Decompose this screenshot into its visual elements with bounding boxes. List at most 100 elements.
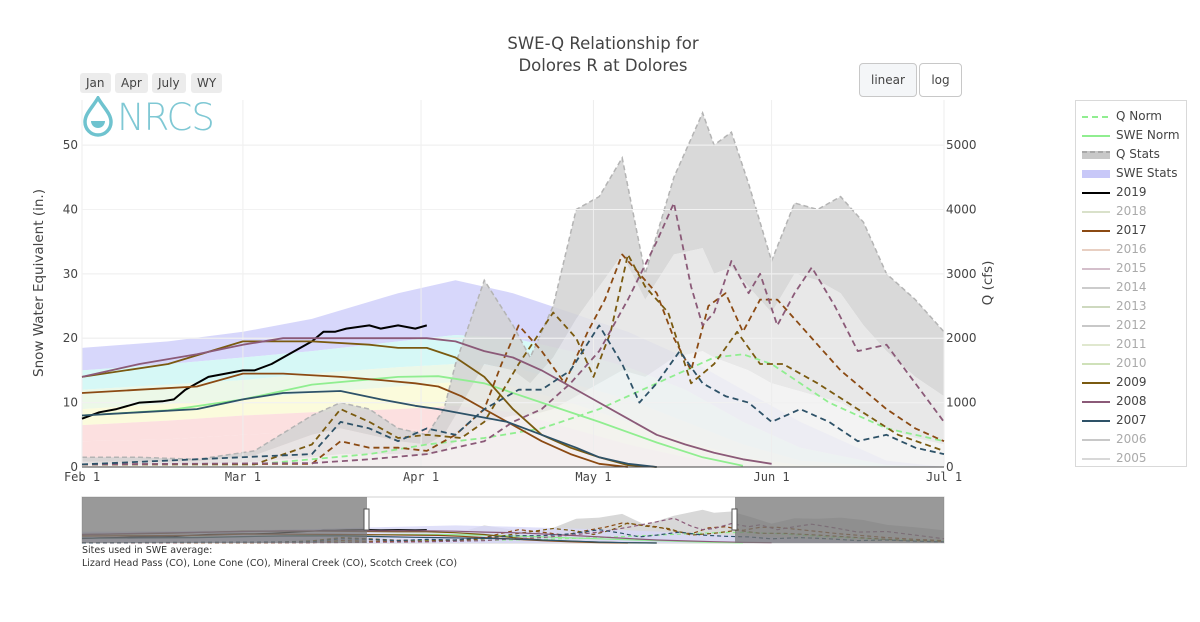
legend-item-q-stats[interactable]: Q Stats xyxy=(1076,145,1186,164)
chart-title-line1: SWE-Q Relationship for xyxy=(507,34,699,53)
legend-label: 2008 xyxy=(1116,394,1147,408)
q-stats-band-upper xyxy=(82,112,944,462)
legend-label: 2014 xyxy=(1116,280,1147,294)
legend-item-2009[interactable]: 2009 xyxy=(1076,373,1186,392)
axes: Feb 1 Mar 1 Apr 1 May 1 Jun 1 Jul 10102030405… xyxy=(31,138,996,484)
swe-stats-band-0 xyxy=(82,280,944,467)
legend-symbol xyxy=(1082,268,1110,270)
legend-item-2019[interactable]: 2019 xyxy=(1076,183,1186,202)
legend-item-2010[interactable]: 2010 xyxy=(1076,354,1186,373)
x-tick-label-0: Feb 1 xyxy=(64,470,100,484)
legend-label: 2011 xyxy=(1116,337,1147,351)
nrcs-logo-text: NRCS xyxy=(117,96,215,139)
legend-symbol xyxy=(1082,151,1110,159)
range-slider-handle-right[interactable] xyxy=(731,508,738,531)
y-tick-label-0: 0 xyxy=(70,460,78,474)
x-tick-label-1: Mar 1 xyxy=(225,470,261,484)
y-tick-label-1: 10 xyxy=(63,396,78,410)
legend-item-2007[interactable]: 2007 xyxy=(1076,411,1186,430)
legend-symbol xyxy=(1082,306,1110,308)
legend-label: 2016 xyxy=(1116,242,1147,256)
series-line-2017 xyxy=(81,372,628,468)
legend-label: 2019 xyxy=(1116,185,1147,199)
y-tick-label-5: 50 xyxy=(63,138,78,152)
legend-item-2005[interactable]: 2005 xyxy=(1076,449,1186,468)
legend-label: 2015 xyxy=(1116,261,1147,275)
legend-item-2015[interactable]: 2015 xyxy=(1076,259,1186,278)
legend-label: 2012 xyxy=(1116,318,1147,332)
range-button-july[interactable]: July xyxy=(152,73,186,93)
legend-item-2006[interactable]: 2006 xyxy=(1076,430,1186,449)
range-button-wy[interactable]: WY xyxy=(191,73,223,93)
legend-label: 2009 xyxy=(1116,375,1147,389)
legend-label: 2005 xyxy=(1116,451,1147,465)
legend-item-2011[interactable]: 2011 xyxy=(1076,335,1186,354)
y-axis-label: Snow Water Equivalent (in.) xyxy=(31,189,47,377)
range-button-jan[interactable]: Jan xyxy=(80,73,111,93)
y-tick-label-4: 40 xyxy=(63,202,78,216)
legend-symbol xyxy=(1082,249,1110,251)
legend-symbol xyxy=(1082,170,1110,178)
series-lines xyxy=(81,202,945,468)
legend-item-2008[interactable]: 2008 xyxy=(1076,392,1186,411)
linear-scale-button[interactable]: linear xyxy=(859,63,917,97)
legend-label: Q Stats xyxy=(1116,147,1160,161)
range-slider[interactable] xyxy=(81,496,945,544)
range-slider-handle-left[interactable] xyxy=(363,508,370,531)
legend-symbol xyxy=(1082,287,1110,289)
y2-tick-label-0: 0 xyxy=(946,460,954,474)
legend-label: 2010 xyxy=(1116,356,1147,370)
legend: Q Norm SWE Norm Q Stats SWE Stats 2019 2018 20… xyxy=(1075,100,1187,467)
legend-label: 2017 xyxy=(1116,223,1147,237)
y2-tick-label-4: 4000 xyxy=(946,202,977,216)
y-tick-label-2: 20 xyxy=(63,331,78,345)
series-line-2017-q xyxy=(81,253,945,466)
legend-symbol xyxy=(1082,344,1110,346)
y2-tick-label-2: 2000 xyxy=(946,331,977,345)
series-line-2009-q xyxy=(82,253,945,466)
legend-item-2016[interactable]: 2016 xyxy=(1076,240,1186,259)
x-tick-label-2: Apr 1 xyxy=(403,470,439,484)
legend-item-swe-norm[interactable]: SWE Norm xyxy=(1076,126,1186,145)
range-slider-mask-right xyxy=(735,497,944,543)
y2-tick-label-3: 3000 xyxy=(946,267,977,281)
range-slider-mask-left xyxy=(82,497,367,543)
legend-item-2013[interactable]: 2013 xyxy=(1076,297,1186,316)
series-line-2007 xyxy=(81,390,657,468)
series-line-2008-q xyxy=(81,202,945,466)
legend-symbol xyxy=(1082,325,1110,327)
series-line-2019 xyxy=(81,324,428,420)
legend-symbol xyxy=(1082,401,1110,403)
q-stats-band-mid xyxy=(82,248,944,465)
legend-symbol xyxy=(1082,211,1110,213)
log-scale-button[interactable]: log xyxy=(919,63,962,97)
legend-item-2012[interactable]: 2012 xyxy=(1076,316,1186,335)
range-slider-line-2008-q xyxy=(81,517,945,544)
legend-item-2018[interactable]: 2018 xyxy=(1076,202,1186,221)
x-tick-label-5: Jul 1 xyxy=(926,470,962,484)
y2-axis-label: Q (cfs) xyxy=(980,261,996,306)
legend-item-2014[interactable]: 2014 xyxy=(1076,278,1186,297)
legend-symbol xyxy=(1082,116,1110,118)
legend-symbol xyxy=(1082,420,1110,422)
swe-stats-band-3 xyxy=(82,382,944,467)
legend-item-q-norm[interactable]: Q Norm xyxy=(1076,107,1186,126)
legend-symbol xyxy=(1082,230,1110,232)
nrcs-logo: NRCS xyxy=(80,94,215,139)
legend-symbol xyxy=(1082,458,1110,460)
legend-item-2017[interactable]: 2017 xyxy=(1076,221,1186,240)
series-line-2008 xyxy=(81,337,772,465)
legend-label: 2007 xyxy=(1116,413,1147,427)
x-tick-label-4: Jun 1 xyxy=(754,470,790,484)
range-slider-q-stats xyxy=(82,509,944,543)
legend-symbol xyxy=(1082,382,1110,384)
legend-label: 2006 xyxy=(1116,432,1147,446)
range-button-apr[interactable]: Apr xyxy=(115,73,148,93)
q-stats-bands xyxy=(82,110,945,467)
legend-label: 2013 xyxy=(1116,299,1147,313)
legend-symbol xyxy=(1082,192,1110,194)
legend-item-swe-stats[interactable]: SWE Stats xyxy=(1076,164,1186,183)
x-tick-label-3: May 1 xyxy=(575,470,611,484)
chart-title-line2: Dolores R at Dolores xyxy=(518,56,688,75)
